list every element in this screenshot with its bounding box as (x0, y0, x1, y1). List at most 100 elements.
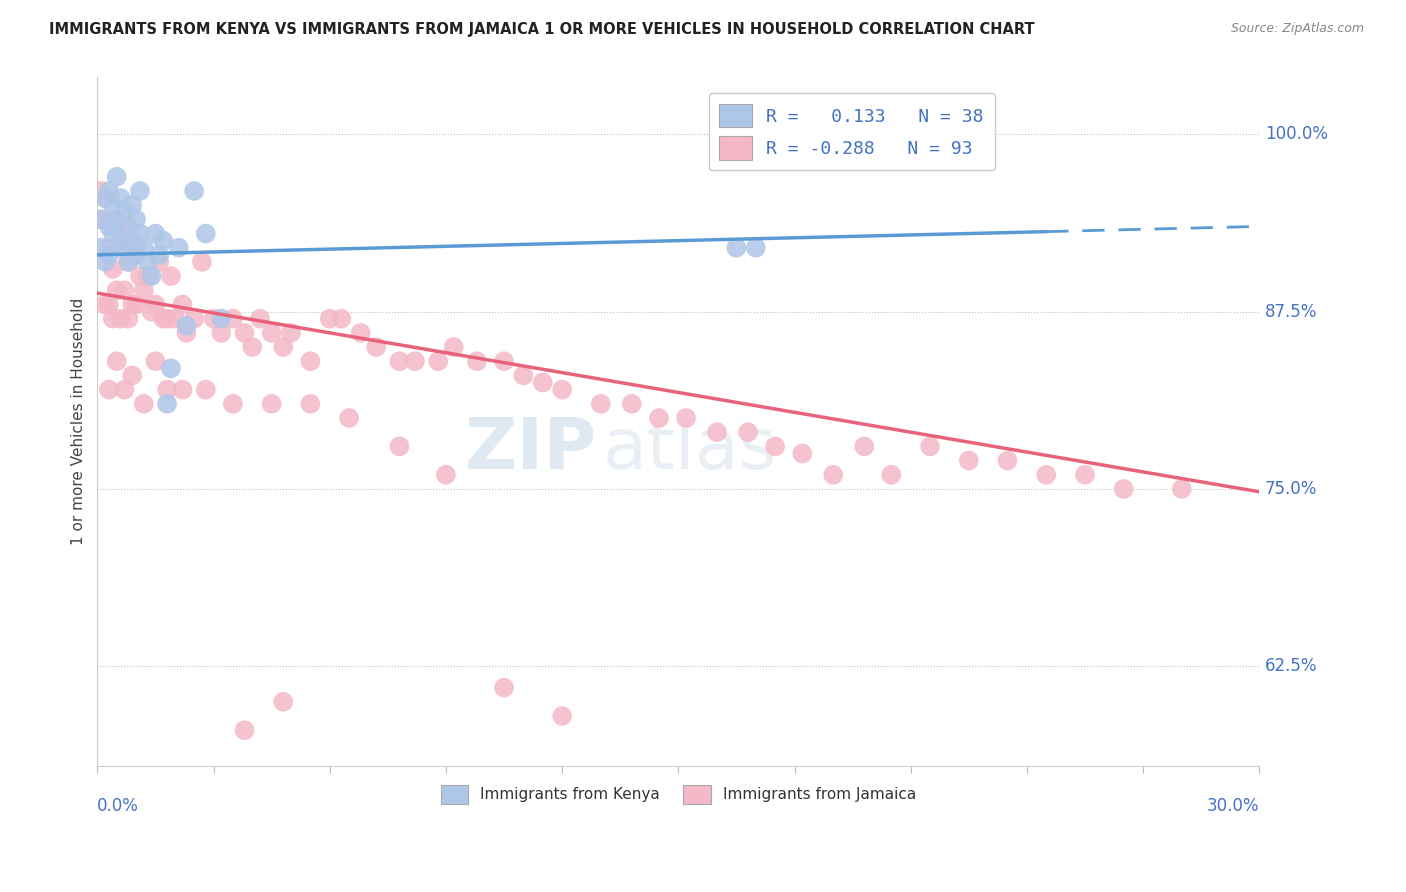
Point (101, 227, 124, 241)
Point (121, 297, 143, 311)
Point (551, 383, 574, 397)
Point (725, 241, 748, 255)
Point (125, 212, 148, 227)
Point (183, 184, 205, 198)
Point (90, 212, 112, 227)
Point (121, 234, 143, 248)
Point (121, 198, 143, 212)
Point (167, 241, 190, 255)
Point (121, 368, 143, 383)
Text: 62.5%: 62.5% (1265, 657, 1317, 675)
Point (823, 467, 845, 482)
Point (125, 248, 148, 262)
Point (94, 191, 117, 205)
Point (172, 297, 194, 311)
Point (404, 354, 426, 368)
Point (337, 411, 360, 425)
Point (94, 191, 117, 205)
Point (434, 467, 457, 482)
Point (706, 425, 728, 440)
Point (763, 439, 786, 453)
Text: 0.0%: 0.0% (97, 797, 139, 814)
Point (260, 397, 283, 411)
Point (589, 397, 612, 411)
Point (648, 411, 671, 425)
Point (152, 311, 174, 326)
Point (299, 397, 322, 411)
Point (125, 241, 148, 255)
Point (620, 397, 643, 411)
Point (957, 453, 980, 467)
Point (1035, 467, 1057, 482)
Point (101, 311, 124, 326)
Point (148, 248, 170, 262)
Point (745, 241, 768, 255)
Point (880, 467, 903, 482)
Text: Source: ZipAtlas.com: Source: ZipAtlas.com (1230, 22, 1364, 36)
Text: ZIP: ZIP (465, 415, 598, 483)
Point (90, 241, 112, 255)
Point (233, 723, 256, 738)
Point (145, 227, 167, 241)
Point (330, 311, 353, 326)
Point (105, 169, 128, 184)
Point (98, 297, 121, 311)
Point (260, 326, 283, 340)
Point (132, 397, 155, 411)
Point (240, 340, 263, 354)
Point (465, 354, 488, 368)
Point (110, 191, 132, 205)
Point (191, 255, 214, 269)
Point (132, 241, 155, 255)
Point (145, 354, 167, 368)
Point (114, 283, 136, 297)
Point (114, 241, 136, 255)
Point (98, 248, 121, 262)
Point (105, 354, 128, 368)
Point (209, 326, 232, 340)
Point (98, 219, 121, 234)
Point (176, 326, 198, 340)
Point (194, 227, 217, 241)
Point (918, 439, 941, 453)
Point (152, 234, 174, 248)
Point (492, 354, 515, 368)
Point (156, 311, 179, 326)
Point (280, 326, 302, 340)
Point (1074, 467, 1097, 482)
Point (129, 184, 152, 198)
Point (98, 241, 121, 255)
Point (160, 269, 183, 284)
Point (163, 311, 186, 326)
Point (675, 411, 697, 425)
Point (94, 255, 117, 269)
Point (141, 269, 163, 284)
Point (512, 368, 534, 383)
Point (183, 311, 205, 326)
Point (172, 383, 194, 397)
Point (209, 311, 232, 326)
Point (233, 326, 256, 340)
Point (1112, 482, 1135, 496)
Point (145, 297, 167, 311)
Point (249, 311, 271, 326)
Point (160, 361, 183, 376)
Point (132, 283, 155, 297)
Text: atlas: atlas (603, 415, 778, 483)
Point (110, 241, 132, 255)
Point (792, 446, 814, 460)
Point (271, 695, 294, 709)
Point (129, 227, 152, 241)
Point (110, 234, 132, 248)
Text: IMMIGRANTS FROM KENYA VS IMMIGRANTS FROM JAMAICA 1 OR MORE VEHICLES IN HOUSEHOLD: IMMIGRANTS FROM KENYA VS IMMIGRANTS FROM… (49, 22, 1035, 37)
Point (90, 212, 112, 227)
Point (90, 184, 112, 198)
Point (136, 255, 159, 269)
Point (271, 340, 294, 354)
Point (117, 219, 139, 234)
Point (114, 383, 136, 397)
Text: 100.0%: 100.0% (1265, 125, 1329, 144)
Point (997, 453, 1019, 467)
Point (101, 198, 124, 212)
Point (136, 269, 159, 284)
